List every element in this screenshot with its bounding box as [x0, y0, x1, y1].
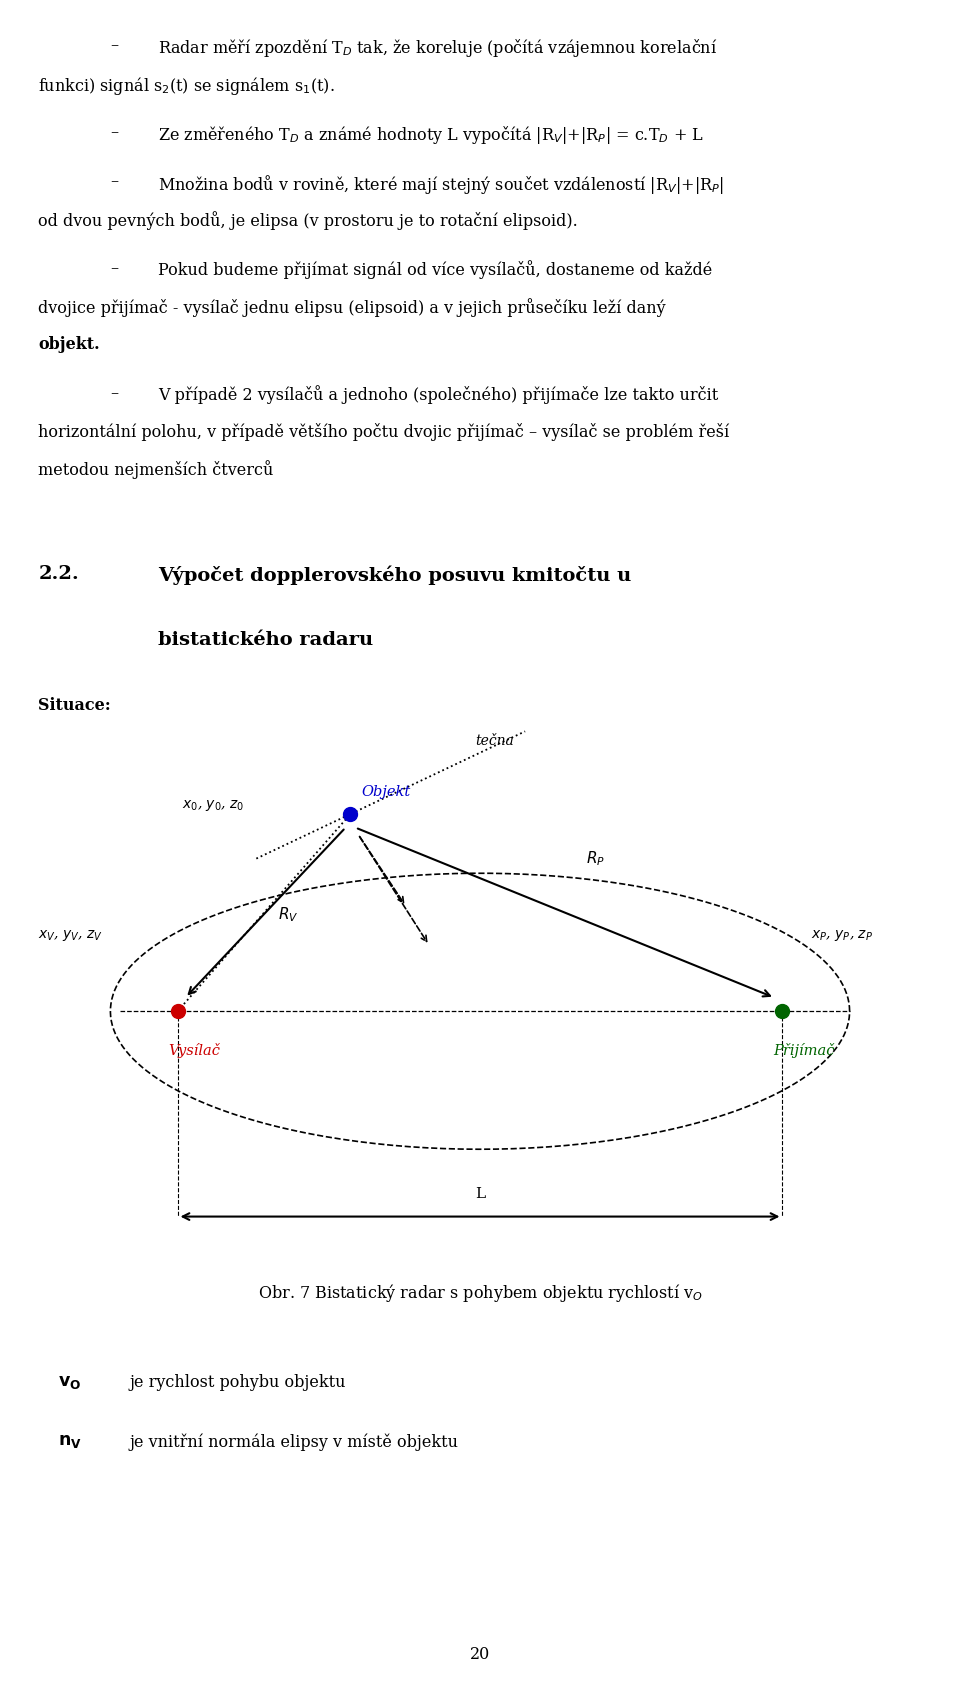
Text: objekt.: objekt. — [38, 335, 100, 353]
Text: Radar měří zpozdění T$_D$ tak, že koreluje (počítá vzájemnou korelační: Radar měří zpozdění T$_D$ tak, že korelu… — [158, 37, 718, 59]
Text: –: – — [110, 37, 118, 54]
Text: –: – — [110, 385, 118, 402]
Text: $x_0$, $y_0$, $z_0$: $x_0$, $y_0$, $z_0$ — [182, 797, 245, 812]
Text: –: – — [110, 124, 118, 141]
Text: $R_V$: $R_V$ — [278, 905, 299, 923]
Text: je vnitřní normála elipsy v místě objektu: je vnitřní normála elipsy v místě objekt… — [130, 1433, 459, 1450]
Text: $R_P$: $R_P$ — [586, 849, 605, 868]
Text: od dvou pevných bodů, je elipsa (v prostoru je to rotační elipsoid).: od dvou pevných bodů, je elipsa (v prost… — [38, 210, 578, 230]
Text: dvojice přijímač - vysílač jednu elipsu (elipsoid) a v jejich průsečíku leží dan: dvojice přijímač - vysílač jednu elipsu … — [38, 298, 666, 316]
Text: tečna: tečna — [475, 733, 514, 748]
Text: V případě 2 vysílačů a jednoho (společného) přijímače lze takto určit: V případě 2 vysílačů a jednoho (společné… — [158, 385, 719, 404]
Text: Vysílač: Vysílač — [168, 1041, 220, 1056]
Text: bistatického radaru: bistatického radaru — [158, 631, 373, 649]
Text: Přijímač: Přijímač — [773, 1041, 834, 1056]
Text: Situace:: Situace: — [38, 696, 111, 713]
Text: $\mathbf{n_V}$: $\mathbf{n_V}$ — [58, 1433, 82, 1450]
Text: Množina bodů v rovině, které mají stejný součet vzdáleností |R$_V$|+|R$_P$|: Množina bodů v rovině, které mají stejný… — [158, 173, 725, 197]
Text: funkci) signál s$_2$(t) se signálem s$_1$(t).: funkci) signál s$_2$(t) se signálem s$_1… — [38, 74, 335, 96]
Text: –: – — [110, 173, 118, 190]
Text: Objekt: Objekt — [362, 784, 411, 799]
Text: Obr. 7 Bistatický radar s pohybem objektu rychlostí v$_O$: Obr. 7 Bistatický radar s pohybem objekt… — [257, 1280, 703, 1304]
Text: $x_V$, $y_V$, $z_V$: $x_V$, $y_V$, $z_V$ — [38, 927, 104, 942]
Text: je rychlost pohybu objektu: je rychlost pohybu objektu — [130, 1373, 347, 1391]
Text: Pokud budeme přijímat signál od více vysílačů, dostaneme od každé: Pokud budeme přijímat signál od více vys… — [158, 261, 712, 279]
Text: L: L — [475, 1186, 485, 1199]
Text: 20: 20 — [469, 1645, 491, 1662]
Text: $\mathbf{v_O}$: $\mathbf{v_O}$ — [58, 1373, 81, 1391]
Text: horizontální polohu, v případě většího počtu dvojic přijímač – vysílač se problé: horizontální polohu, v případě většího p… — [38, 422, 730, 441]
Text: metodou nejmenších čtverců: metodou nejmenších čtverců — [38, 461, 274, 479]
Text: Výpočet dopplerovského posuvu kmitočtu u: Výpočet dopplerovského posuvu kmitočtu u — [158, 565, 632, 585]
Text: $x_P$, $y_P$, $z_P$: $x_P$, $y_P$, $z_P$ — [811, 927, 874, 942]
Text: –: – — [110, 261, 118, 278]
Text: 2.2.: 2.2. — [38, 565, 79, 584]
Text: Ze změřeného T$_D$ a známé hodnoty L vypočítá |R$_V$|+|R$_P$| = c.T$_D$ + L: Ze změřeného T$_D$ a známé hodnoty L vyp… — [158, 124, 705, 146]
